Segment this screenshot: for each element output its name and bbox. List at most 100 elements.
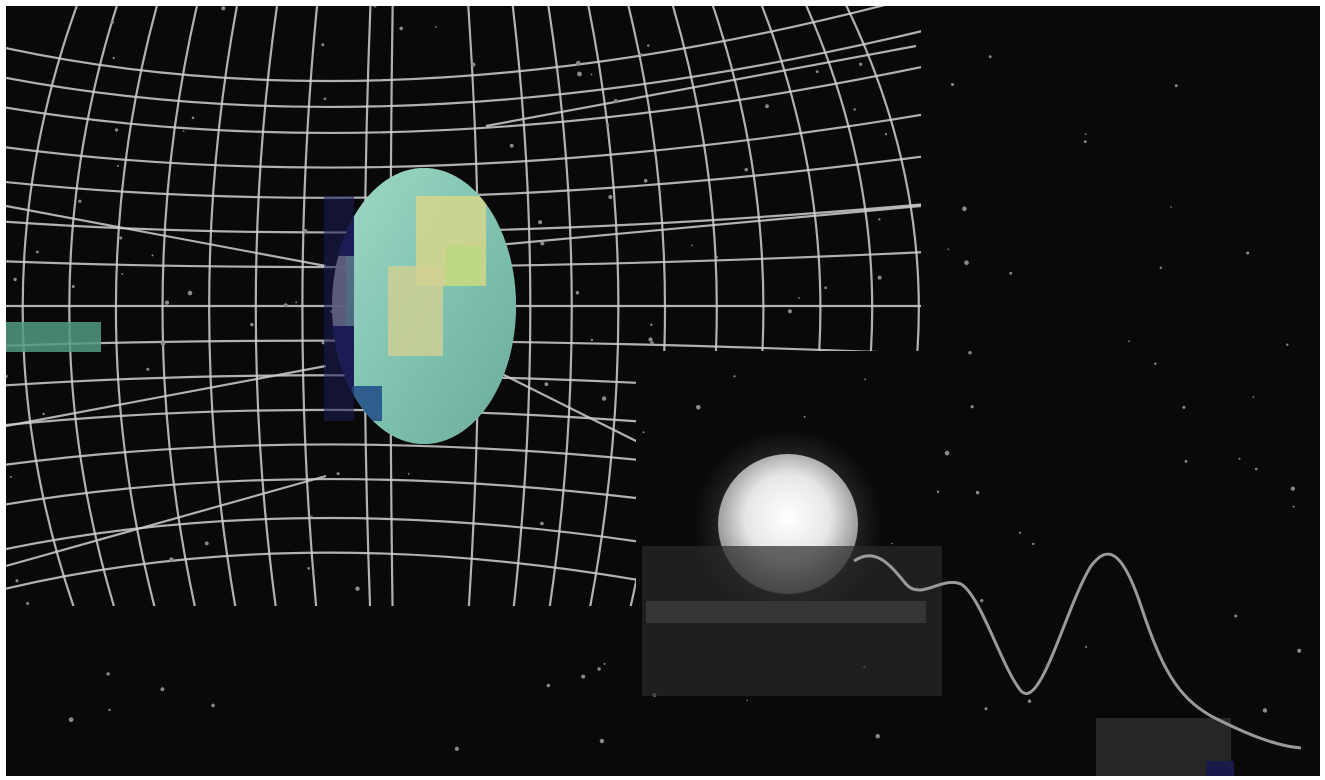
grid-line [485, 365, 647, 447]
star [970, 405, 974, 409]
star [716, 256, 719, 259]
star [295, 301, 298, 304]
star [544, 382, 549, 387]
star [1084, 133, 1087, 136]
grid-line [208, 6, 240, 606]
star [310, 515, 313, 518]
star [1290, 486, 1295, 491]
star [787, 309, 792, 314]
star [1085, 645, 1087, 648]
grid-line [6, 6, 921, 83]
star [250, 322, 254, 327]
star [613, 99, 618, 104]
star [211, 703, 215, 708]
star [988, 55, 992, 59]
star [434, 26, 437, 28]
star [577, 71, 582, 77]
star [78, 199, 82, 203]
star [746, 699, 748, 702]
star [182, 130, 185, 132]
star [864, 378, 867, 381]
star [691, 244, 693, 247]
star [877, 275, 882, 280]
star [204, 541, 209, 546]
lower-right-blocks [642, 546, 1234, 776]
spacetime-scene [6, 6, 1320, 776]
star [608, 194, 613, 200]
star [151, 254, 154, 257]
star [964, 260, 969, 265]
star [117, 165, 119, 167]
star [824, 286, 827, 290]
star [601, 396, 607, 401]
star [936, 490, 940, 493]
grid-line [6, 551, 921, 606]
star [642, 431, 645, 434]
star [164, 300, 170, 305]
grid-line [485, 204, 921, 248]
star [68, 717, 74, 723]
scene-illustration [6, 6, 1302, 776]
star [744, 168, 748, 172]
star [1234, 614, 1238, 618]
star [733, 375, 736, 378]
star [6, 374, 8, 378]
star [875, 734, 880, 739]
star [1292, 505, 1295, 508]
star [1182, 405, 1186, 409]
grid-line [6, 111, 921, 169]
grid-line [485, 44, 917, 128]
star [1184, 460, 1188, 463]
star [26, 602, 30, 605]
star [798, 297, 801, 299]
planet-icon [324, 168, 516, 444]
grid-line [6, 26, 921, 109]
grid-line [510, 6, 532, 606]
star [1128, 340, 1130, 343]
grid-line [6, 364, 327, 428]
star [312, 569, 315, 572]
star [603, 662, 606, 665]
star [803, 415, 806, 418]
grid-line [301, 6, 320, 606]
star [765, 104, 769, 109]
star [648, 337, 653, 342]
star [599, 738, 605, 744]
grid-line [6, 62, 921, 135]
star [1297, 648, 1302, 653]
grid-line [68, 6, 122, 606]
star [1154, 362, 1157, 365]
star [336, 472, 340, 476]
star [1170, 206, 1172, 208]
star [639, 53, 643, 57]
star [696, 405, 701, 410]
grid-line [21, 6, 82, 606]
star [13, 277, 17, 282]
star [169, 557, 174, 562]
star [878, 218, 881, 221]
star [815, 70, 819, 73]
star [884, 133, 888, 136]
star [407, 472, 410, 475]
star [115, 128, 119, 132]
grid-line [585, 6, 620, 606]
star [1246, 251, 1250, 255]
star [283, 303, 288, 307]
star [891, 542, 893, 545]
star [575, 291, 580, 295]
star [1254, 467, 1258, 471]
star [108, 708, 111, 712]
star [647, 44, 650, 47]
star [160, 341, 166, 346]
star [962, 206, 967, 211]
star [650, 323, 653, 326]
left-green-marker [6, 322, 101, 352]
star [975, 490, 980, 495]
star [590, 338, 594, 342]
star [944, 450, 950, 456]
star [581, 674, 586, 679]
star [590, 73, 593, 76]
star [71, 285, 75, 288]
star [1252, 396, 1255, 398]
star [1009, 271, 1013, 275]
